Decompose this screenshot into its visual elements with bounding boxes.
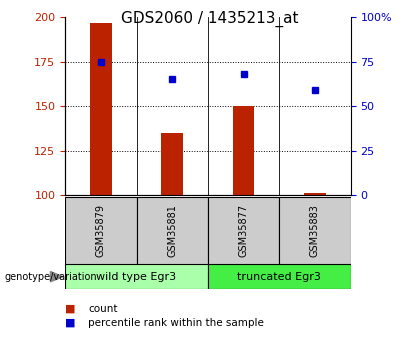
Text: GDS2060 / 1435213_at: GDS2060 / 1435213_at (121, 10, 299, 27)
Bar (208, 197, 279, 264)
Text: ■: ■ (65, 304, 76, 314)
Text: GSM35881: GSM35881 (167, 204, 177, 257)
Bar (136, 197, 208, 264)
Bar (90, 22, 112, 195)
Text: GSM35879: GSM35879 (96, 204, 106, 257)
Bar (65, 197, 136, 264)
Bar (65, 264, 208, 289)
Bar (279, 197, 351, 264)
Bar (208, 264, 351, 289)
Text: percentile rank within the sample: percentile rank within the sample (88, 318, 264, 327)
Bar (162, 133, 183, 195)
Text: GSM35883: GSM35883 (310, 204, 320, 257)
Text: truncated Egr3: truncated Egr3 (237, 272, 321, 282)
Text: GSM35877: GSM35877 (239, 204, 249, 257)
Text: wild type Egr3: wild type Egr3 (97, 272, 176, 282)
Text: ■: ■ (65, 318, 76, 327)
Text: genotype/variation: genotype/variation (4, 272, 97, 282)
Text: count: count (88, 304, 118, 314)
Bar (233, 106, 255, 195)
Bar (304, 193, 326, 195)
